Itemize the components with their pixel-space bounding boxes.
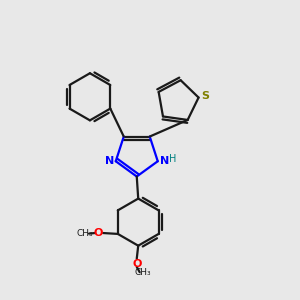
Text: O: O <box>93 228 103 238</box>
Text: N: N <box>105 156 114 166</box>
Text: S: S <box>201 91 209 101</box>
Text: N: N <box>160 156 169 166</box>
Text: CH₃: CH₃ <box>76 229 93 238</box>
Text: H: H <box>169 154 177 164</box>
Text: O: O <box>132 259 141 269</box>
Text: CH₃: CH₃ <box>135 268 152 277</box>
